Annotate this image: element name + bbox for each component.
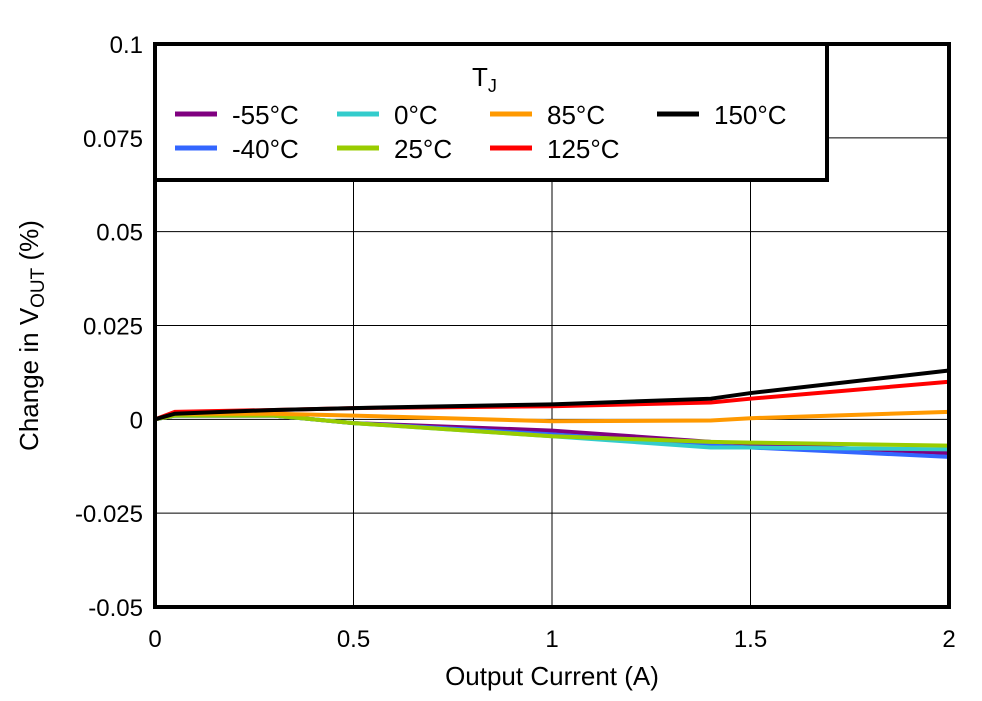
legend-label: 25°C bbox=[394, 134, 452, 164]
legend: TJ -55°C -40°C 0°C 25°C 85°C 125°C 150°C bbox=[153, 42, 829, 182]
y-tick-label: 0.05 bbox=[96, 220, 143, 247]
y-tick-label: -0.025 bbox=[75, 501, 143, 528]
y-tick-label: 0.1 bbox=[110, 32, 143, 59]
x-tick-label: 1 bbox=[545, 626, 558, 653]
x-tick-label: 0.5 bbox=[337, 626, 370, 653]
legend-title: TJ bbox=[472, 62, 497, 96]
legend-label: 0°C bbox=[394, 100, 438, 130]
series-line bbox=[154, 368, 950, 422]
y-axis-label: Change in VOUT (%) bbox=[14, 220, 49, 451]
x-tick-label: 2 bbox=[942, 626, 955, 653]
x-tick-label: 1.5 bbox=[734, 626, 767, 653]
legend-label: 125°C bbox=[547, 134, 620, 164]
x-tick-label: 0 bbox=[148, 626, 161, 653]
y-tick-label: -0.05 bbox=[88, 595, 143, 622]
y-tick-label: 0.075 bbox=[83, 126, 143, 153]
y-tick-label: 0.025 bbox=[83, 314, 143, 341]
y-tick-label: 0 bbox=[130, 407, 143, 434]
legend-label: 85°C bbox=[547, 100, 605, 130]
series-lines bbox=[154, 368, 950, 459]
legend-label: -55°C bbox=[232, 100, 299, 130]
legend-label: 150°C bbox=[714, 100, 787, 130]
x-axis-label: Output Current (A) bbox=[445, 661, 659, 691]
legend-label: -40°C bbox=[232, 134, 299, 164]
